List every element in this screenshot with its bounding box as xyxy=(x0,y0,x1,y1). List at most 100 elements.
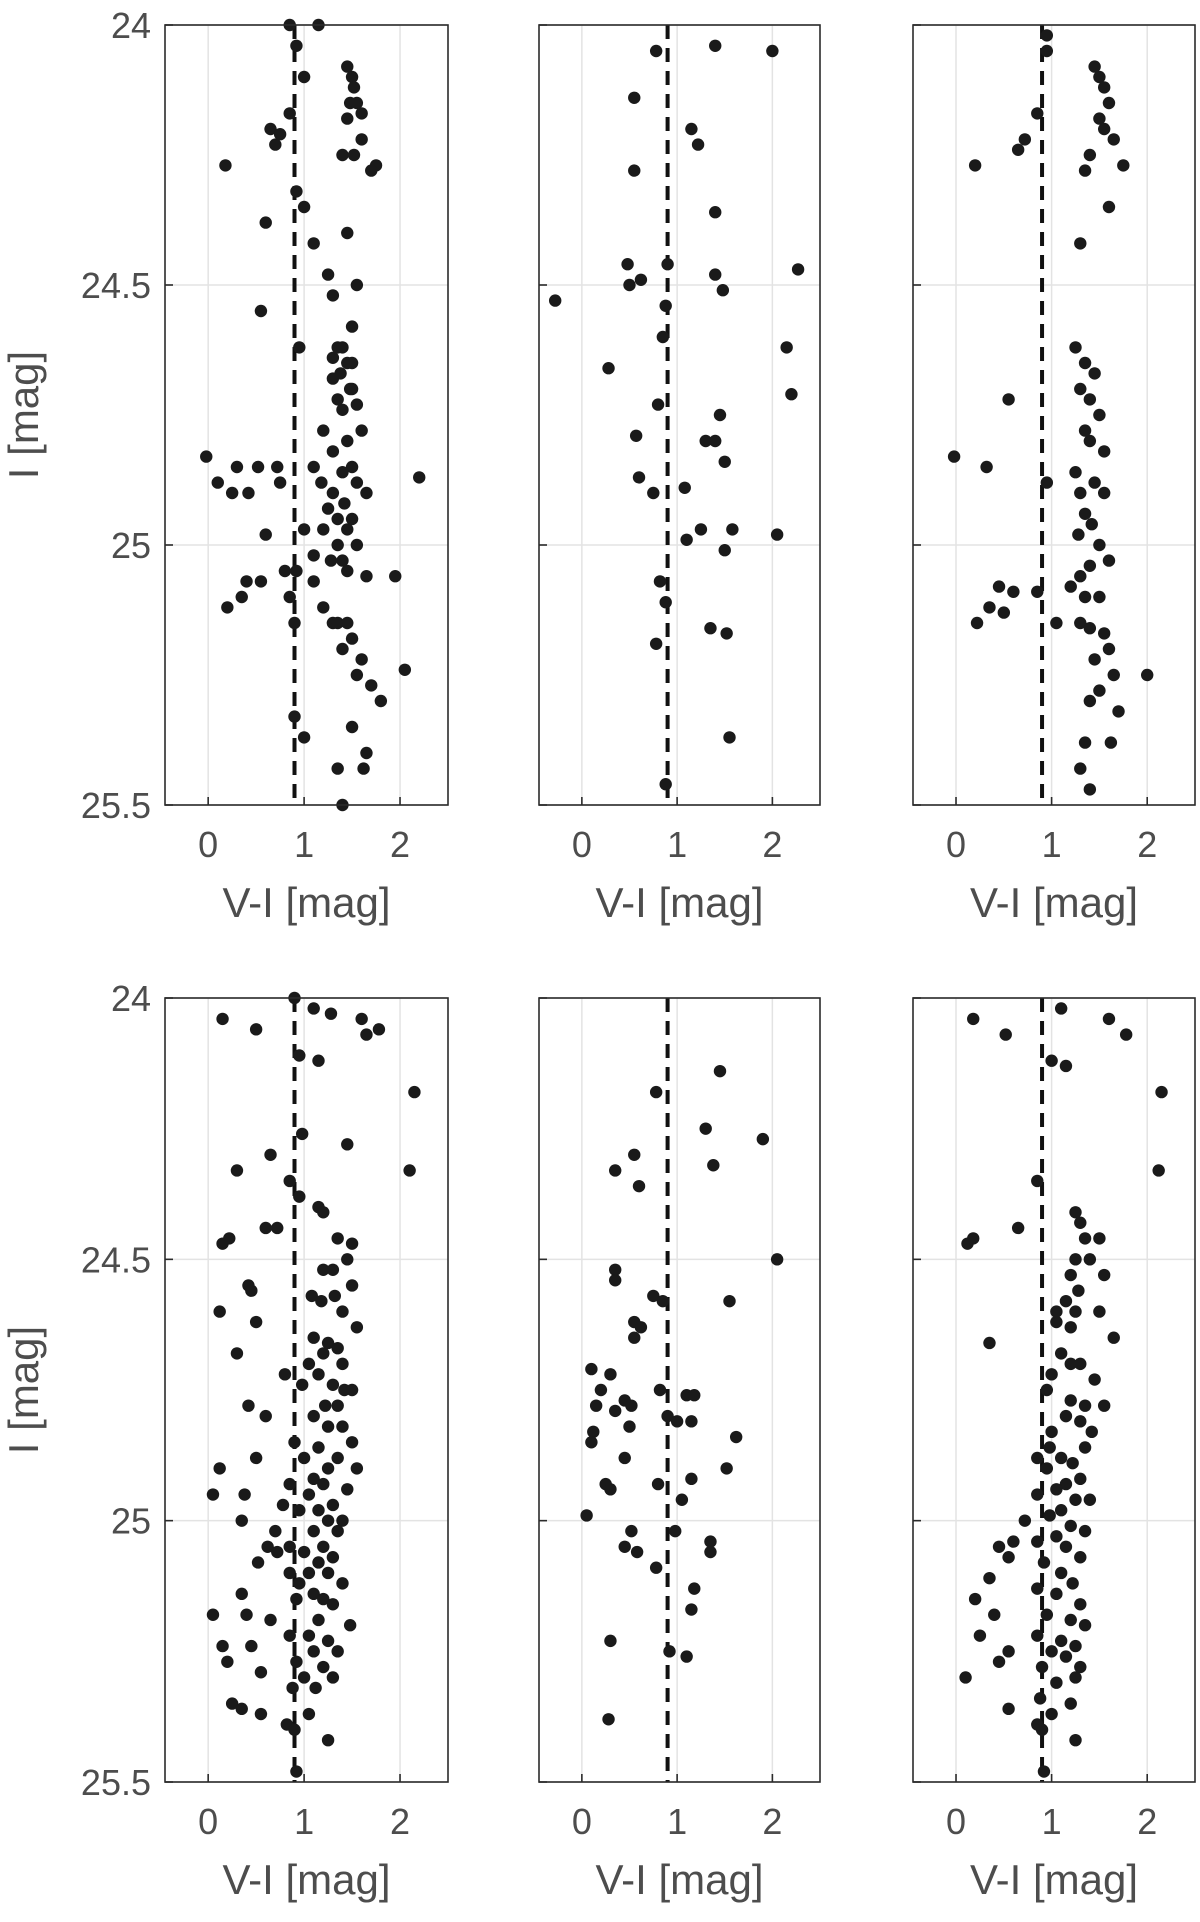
data-point xyxy=(295,1127,309,1141)
data-point xyxy=(307,1472,320,1486)
data-point xyxy=(249,1451,263,1465)
data-point xyxy=(341,60,354,73)
data-point xyxy=(1050,1315,1063,1329)
data-point xyxy=(1064,1519,1077,1533)
data-point xyxy=(259,216,272,229)
data-point xyxy=(670,1415,684,1428)
data-point xyxy=(1078,736,1092,749)
data-point xyxy=(413,471,426,484)
data-point xyxy=(302,1488,316,1501)
data-point xyxy=(290,1765,303,1778)
data-point xyxy=(331,512,344,526)
data-point xyxy=(317,1263,330,1276)
data-point xyxy=(1031,1535,1044,1548)
data-point xyxy=(1018,1514,1032,1527)
data-point xyxy=(699,434,712,448)
data-point xyxy=(242,1399,255,1412)
data-point xyxy=(271,1221,284,1235)
x-axis-label: V-I [mag] xyxy=(595,879,763,926)
data-point xyxy=(326,486,340,500)
data-point xyxy=(1102,1012,1116,1026)
data-point xyxy=(317,1347,330,1360)
data-point xyxy=(659,778,672,791)
data-point xyxy=(1078,1619,1092,1632)
data-point xyxy=(967,1232,980,1245)
data-point xyxy=(1083,622,1097,635)
data-point xyxy=(305,1289,318,1303)
data-point xyxy=(1088,653,1101,666)
data-point xyxy=(312,1504,325,1517)
data-point xyxy=(315,476,328,489)
data-point xyxy=(704,1535,717,1548)
data-point xyxy=(1083,694,1097,708)
data-point xyxy=(1031,1451,1044,1465)
data-point xyxy=(326,1671,340,1684)
data-point xyxy=(326,351,340,364)
data-point xyxy=(604,1634,617,1648)
data-point xyxy=(1059,1059,1073,1073)
data-point xyxy=(1043,1509,1056,1522)
data-point xyxy=(286,1681,299,1695)
data-point xyxy=(264,1148,277,1162)
data-point xyxy=(317,523,330,536)
data-point xyxy=(321,1462,335,1475)
data-point xyxy=(225,1697,239,1710)
data-point xyxy=(283,1566,296,1580)
data-point xyxy=(634,1321,648,1334)
data-point xyxy=(594,1383,608,1397)
data-point xyxy=(1064,1321,1077,1334)
data-point xyxy=(1002,393,1015,406)
data-point xyxy=(625,1524,638,1538)
x-tick-label: 1 xyxy=(294,824,314,865)
data-point xyxy=(720,627,733,640)
data-point xyxy=(983,1336,996,1350)
y-tick-label: 24 xyxy=(111,5,151,46)
data-point xyxy=(290,1655,303,1668)
x-axis-label: V-I [mag] xyxy=(222,1856,390,1903)
data-point xyxy=(675,1493,689,1506)
data-point xyxy=(331,616,344,630)
data-point xyxy=(1078,1441,1092,1454)
data-point xyxy=(221,601,234,614)
data-point xyxy=(343,1619,357,1632)
data-point xyxy=(216,1639,229,1653)
data-point xyxy=(709,434,722,448)
axes-frame xyxy=(164,997,449,1783)
data-point xyxy=(355,107,368,120)
data-point xyxy=(618,1540,631,1554)
data-point xyxy=(336,1420,349,1433)
data-point xyxy=(1040,1462,1054,1475)
data-point xyxy=(1045,1707,1058,1721)
data-point xyxy=(685,1603,698,1616)
data-point xyxy=(1085,518,1098,531)
data-point xyxy=(295,1378,309,1391)
data-point xyxy=(321,1566,335,1580)
data-point xyxy=(661,1409,674,1423)
data-point xyxy=(283,107,296,120)
data-point xyxy=(302,1357,316,1371)
data-point xyxy=(278,564,292,578)
data-point xyxy=(345,632,359,645)
data-point xyxy=(967,1012,980,1026)
data-point xyxy=(707,1159,720,1172)
data-point xyxy=(290,185,303,198)
data-point xyxy=(709,268,722,281)
data-point xyxy=(723,1294,736,1308)
data-point xyxy=(312,1441,325,1454)
data-point xyxy=(319,1399,332,1412)
data-point xyxy=(653,1383,667,1397)
data-point xyxy=(326,1598,340,1611)
data-point xyxy=(1054,1451,1068,1465)
data-point xyxy=(970,616,984,630)
data-point xyxy=(290,1592,303,1606)
data-point xyxy=(1054,1504,1068,1517)
data-point xyxy=(350,1321,364,1334)
data-point xyxy=(1033,1692,1047,1705)
data-point xyxy=(235,1587,248,1601)
data-point xyxy=(331,1524,344,1538)
data-point xyxy=(331,538,344,552)
data-point xyxy=(312,1556,325,1569)
data-point xyxy=(317,424,330,437)
data-point xyxy=(791,263,805,276)
data-point xyxy=(623,278,636,292)
